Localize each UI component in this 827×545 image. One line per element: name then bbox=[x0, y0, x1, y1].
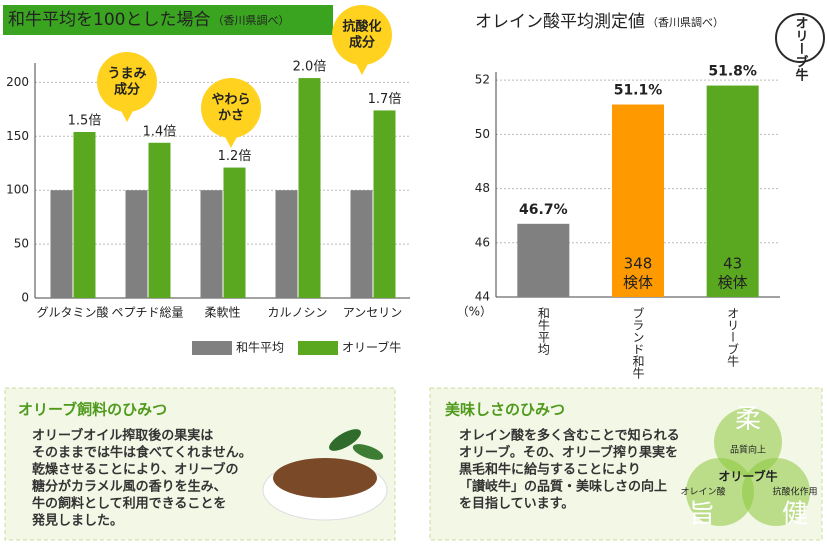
panel-text: を目指しています。 bbox=[459, 496, 574, 512]
panel-text: オレイン酸を多く含むことで知られる bbox=[459, 428, 680, 444]
bubble-text: 成分 bbox=[114, 82, 140, 98]
chart-title: オレイン酸平均測定値 bbox=[475, 12, 645, 32]
chart-subtitle: （香川県調べ） bbox=[212, 13, 289, 27]
x-tick-label: アンセリン bbox=[343, 306, 403, 320]
panel-text: 牛の飼料として利用できることを bbox=[32, 496, 226, 512]
venn-circle bbox=[714, 408, 782, 476]
bar bbox=[125, 190, 148, 298]
x-tick-label: ブランド和牛 bbox=[631, 306, 645, 379]
venn-circle bbox=[742, 458, 810, 526]
bubble-text: やわら bbox=[211, 93, 250, 108]
panel-text: そのままでは牛は食べてくれません。 bbox=[32, 445, 252, 461]
title-box bbox=[3, 5, 333, 35]
bubble-text: 成分 bbox=[349, 35, 375, 51]
x-tick-label: グルタミン酸 bbox=[36, 305, 108, 320]
value-label: 51.1% bbox=[614, 83, 663, 99]
y-tick-label: 52 bbox=[475, 73, 490, 87]
feed bbox=[273, 458, 377, 498]
panel-heading: オリーブ飼料のひみつ bbox=[18, 401, 167, 419]
chart-subtitle: （香川県調べ） bbox=[647, 15, 724, 29]
bubble bbox=[332, 5, 392, 65]
bar bbox=[275, 190, 298, 298]
panel-text: オリーブオイル搾取後の果実は bbox=[32, 428, 213, 444]
panel-text: 「讃岐牛」の品質・美味しさの向上 bbox=[459, 479, 667, 495]
bar bbox=[298, 78, 321, 299]
bar bbox=[706, 85, 759, 297]
venn-label: 健 bbox=[782, 500, 808, 530]
venn-sublabel: 品質向上 bbox=[730, 444, 766, 456]
panel-text: 糖分がカラメル風の香りを生み、 bbox=[32, 479, 227, 495]
panel-text: 発見しました。 bbox=[31, 513, 123, 529]
y-tick-label: 100 bbox=[6, 183, 29, 197]
bar bbox=[612, 104, 664, 297]
x-tick-label: 柔軟性 bbox=[204, 305, 240, 320]
legend-swatch bbox=[298, 341, 338, 355]
chart-title: 和牛平均を100とした場合 bbox=[8, 10, 210, 30]
bar bbox=[223, 167, 246, 298]
logo-ring bbox=[775, 13, 825, 63]
y-tick-label: 48 bbox=[475, 181, 490, 195]
bar-note: 検体 bbox=[623, 274, 653, 292]
value-label: 51.8% bbox=[708, 64, 757, 80]
bubble-text: うまみ bbox=[107, 67, 146, 82]
logo: オリーブ牛 bbox=[793, 16, 809, 82]
legend-label: 和牛平均 bbox=[236, 340, 284, 355]
value-label: 1.2倍 bbox=[218, 149, 252, 164]
x-tick-label: カルノシン bbox=[267, 306, 327, 320]
bubble-text: かさ bbox=[218, 109, 244, 124]
venn-circle bbox=[686, 458, 754, 526]
panel-heading: 美味しさのひみつ bbox=[445, 401, 565, 419]
leaf bbox=[329, 429, 361, 451]
legend-label: オリーブ牛 bbox=[342, 340, 401, 355]
y-tick-label: 150 bbox=[6, 129, 29, 143]
value-label: 2.0倍 bbox=[293, 60, 327, 75]
bar bbox=[200, 190, 223, 298]
panel-text: オリーブ。その、オリーブ搾り果実を bbox=[459, 445, 678, 461]
value-label: 1.5倍 bbox=[68, 113, 102, 128]
y-tick-label: 50 bbox=[14, 237, 29, 251]
bar bbox=[373, 110, 396, 299]
y-tick-label: 50 bbox=[475, 127, 490, 141]
leaf bbox=[352, 444, 384, 460]
legend-swatch bbox=[192, 341, 232, 355]
bar bbox=[350, 190, 373, 298]
bubble bbox=[97, 52, 157, 112]
y-tick-label: 46 bbox=[475, 235, 490, 249]
value-label: 1.4倍 bbox=[143, 124, 177, 139]
bubble-text: 抗酸化 bbox=[342, 19, 381, 35]
y-tick-label: 44 bbox=[475, 290, 490, 304]
y-tick-label: 200 bbox=[6, 75, 29, 89]
y-unit: （%） bbox=[457, 305, 492, 319]
panel-text: 黒毛和牛に給与することにより bbox=[459, 462, 641, 478]
bar bbox=[517, 223, 570, 297]
bar-note: 43 bbox=[723, 255, 742, 273]
venn-label: 柔 bbox=[735, 405, 761, 435]
x-tick-label: 和牛平均 bbox=[536, 307, 550, 356]
bar-note: 検体 bbox=[718, 274, 748, 292]
venn-label: 旨 bbox=[689, 500, 715, 530]
value-label: 46.7% bbox=[519, 202, 568, 218]
x-tick-label: ペプチド総量 bbox=[111, 306, 183, 320]
bar bbox=[148, 142, 171, 298]
bar bbox=[50, 190, 73, 298]
venn-center: オリーブ牛 bbox=[718, 469, 777, 484]
bar-note: 348 bbox=[624, 255, 653, 273]
venn-sublabel: 抗酸化作用 bbox=[772, 486, 817, 498]
venn-sublabel: オレイン酸 bbox=[680, 487, 725, 498]
bar bbox=[73, 131, 96, 298]
y-tick-label: 0 bbox=[21, 291, 29, 305]
value-label: 1.7倍 bbox=[368, 92, 402, 107]
panel-text: 乾燥させることにより、オリーブの bbox=[32, 462, 238, 478]
bubble bbox=[201, 78, 261, 138]
x-tick-label: オリーブ牛 bbox=[726, 307, 740, 367]
